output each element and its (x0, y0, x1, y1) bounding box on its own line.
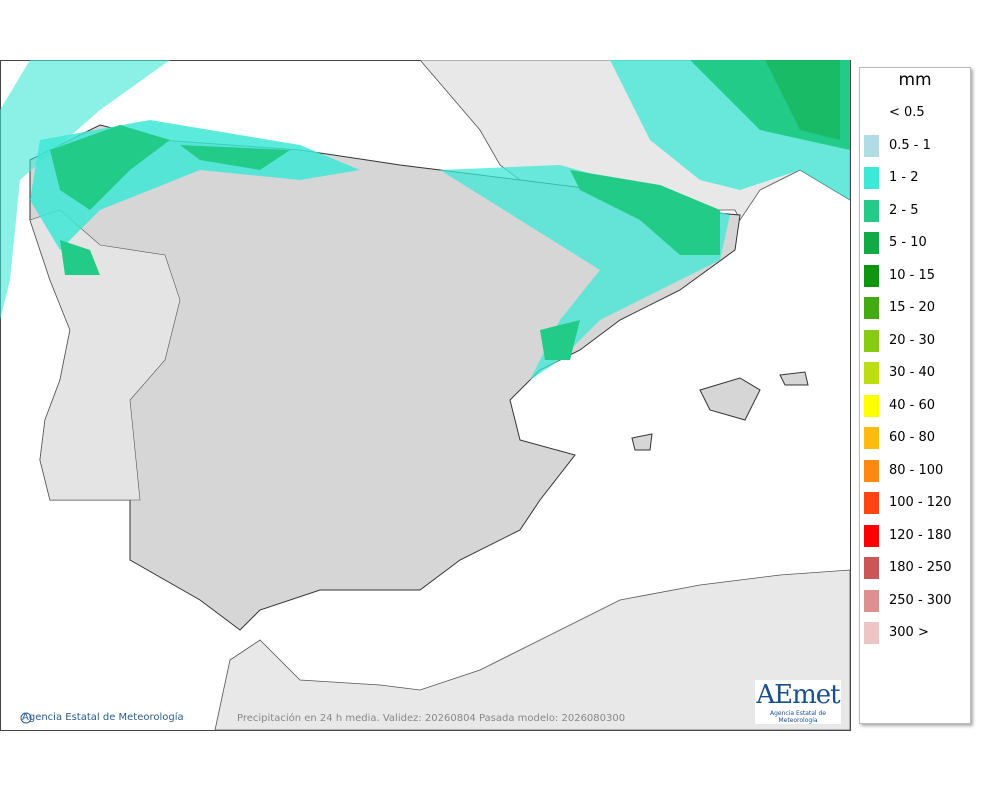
map (0, 60, 851, 731)
mallorca (699, 377, 761, 421)
legend-item: 0.5 - 1 (860, 129, 970, 162)
legend-label: 0.5 - 1 (889, 137, 931, 153)
legend-label: 60 - 80 (889, 430, 936, 445)
legend-item: 250 - 300 (860, 584, 970, 617)
legend-swatch (864, 232, 879, 254)
legend-item: 2 - 5 (860, 194, 970, 227)
legend-label: < 0.5 (889, 105, 925, 120)
legend-swatch (864, 362, 879, 384)
legend-swatch (864, 134, 879, 157)
copyright-icon (20, 712, 32, 724)
legend-swatch (864, 622, 879, 644)
legend-item: 15 - 20 (860, 291, 970, 324)
legend-item: 60 - 80 (860, 421, 970, 454)
legend-swatch (864, 394, 879, 417)
legend-item: 40 - 60 (860, 389, 970, 422)
legend-swatch (864, 492, 879, 514)
legend-item: 30 - 40 (860, 356, 970, 389)
legend-label: 30 - 40 (889, 365, 936, 380)
legend-item: 180 - 250 (860, 551, 970, 584)
legend-label: 40 - 60 (889, 397, 936, 413)
legend-swatch (864, 427, 879, 449)
legend-swatch (864, 199, 879, 222)
credit: Agencia Estatal de Meteorología (22, 712, 184, 723)
logo-text: AEmet (756, 680, 840, 710)
africa (214, 569, 851, 731)
legend-label: 20 - 30 (889, 332, 936, 348)
legend-item: 20 - 30 (860, 324, 970, 357)
legend-label: 15 - 20 (889, 300, 936, 315)
portugal (29, 209, 181, 501)
logo-subtitle: Agencia Estatal de Meteorología (769, 710, 826, 724)
legend-item: 10 - 15 (860, 259, 970, 292)
legend-swatch (864, 459, 879, 482)
legend-swatch (864, 589, 879, 612)
legend-label: 1 - 2 (889, 170, 919, 185)
legend-item: 120 - 180 (860, 519, 970, 552)
legend-item: 1 - 2 (860, 161, 970, 194)
legend-swatch (864, 557, 879, 579)
legend-title: mm (898, 70, 932, 90)
precip-area (0, 60, 170, 320)
legend-label: 120 - 180 (889, 527, 952, 543)
precip-area (765, 60, 840, 140)
legend-swatch (864, 329, 879, 352)
legend-item: 100 - 120 (860, 486, 970, 519)
legend-label: 250 - 300 (889, 592, 952, 608)
ibiza (631, 433, 653, 451)
logo: AEmet Agencia Estatal de Meteorología (755, 680, 841, 724)
legend-item: 5 - 10 (860, 226, 970, 259)
legend-label: 10 - 15 (889, 267, 936, 283)
legend-swatch (864, 264, 879, 287)
legend-label: 300 > (889, 625, 929, 640)
legend-label: 80 - 100 (889, 462, 944, 478)
legend-label: 100 - 120 (889, 495, 952, 510)
legend: mm < 0.5 0.5 - 1 1 - 2 2 - 5 5 - 10 10 - 15 15… (859, 67, 971, 724)
legend-item: 300 > (860, 616, 970, 649)
legend-label: 5 - 10 (889, 235, 927, 250)
legend-swatch (864, 297, 879, 319)
legend-item: 80 - 100 (860, 454, 970, 487)
caption: Precipitación en 24 h media. Validez: 20… (237, 713, 626, 724)
legend-label: 2 - 5 (889, 202, 919, 218)
legend-label: 180 - 250 (889, 560, 952, 575)
precip-area (540, 60, 850, 360)
legend-item: < 0.5 (860, 96, 970, 129)
legend-swatch (864, 167, 879, 189)
menorca (779, 371, 809, 386)
legend-swatch (864, 524, 879, 547)
precip-area (50, 125, 290, 275)
legend-items: < 0.5 0.5 - 1 1 - 2 2 - 5 5 - 10 10 - 15 15 - … (860, 96, 970, 649)
